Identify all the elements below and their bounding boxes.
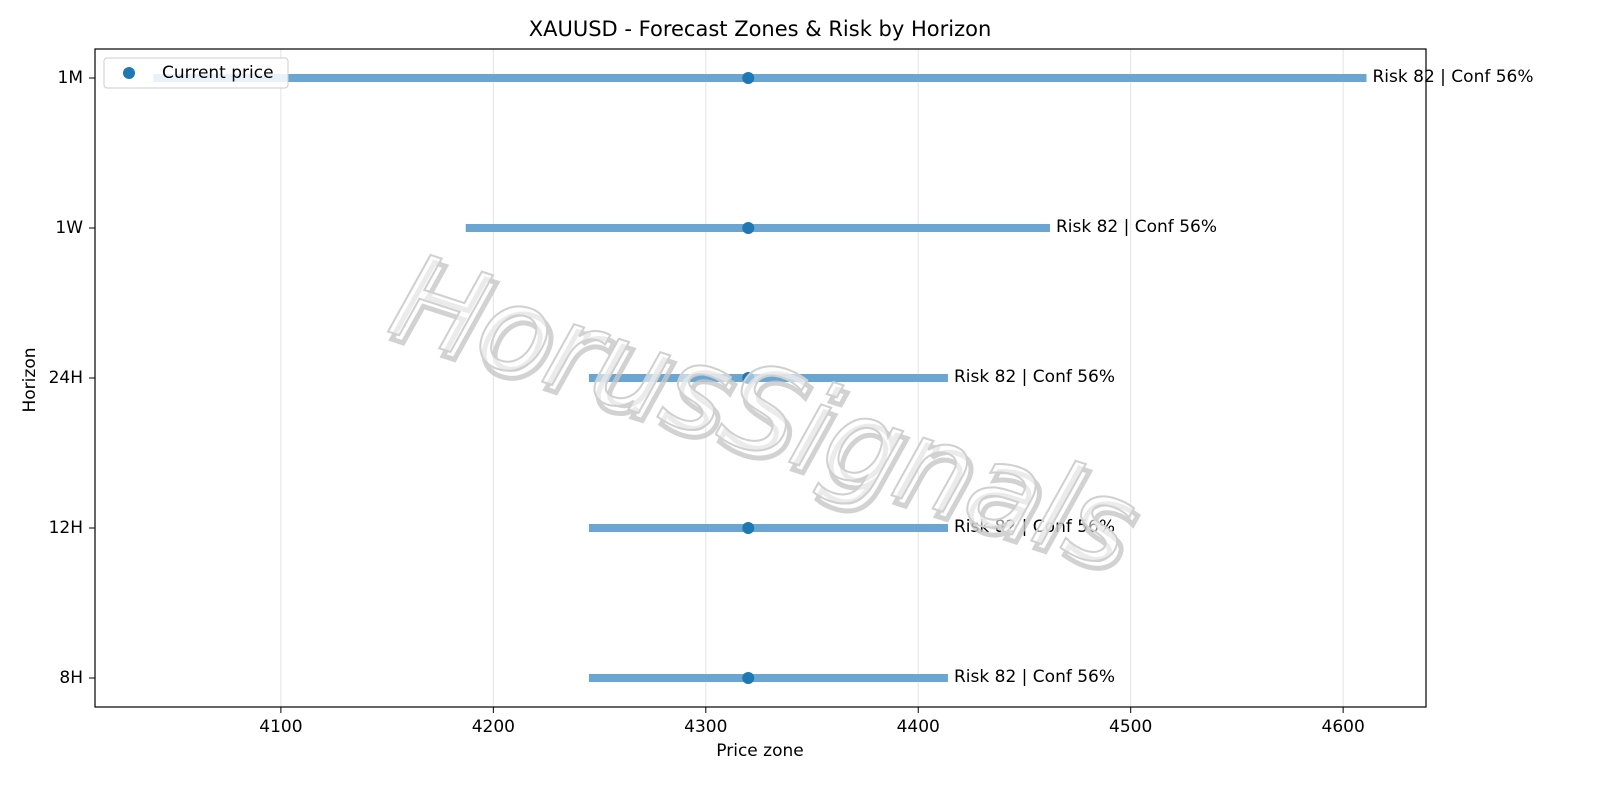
y-tick-label: 1M (58, 68, 83, 88)
annotation: Risk 82 | Conf 56% (1373, 67, 1534, 87)
y-tick-label: 12H (49, 518, 83, 538)
plot-frame (94, 48, 1427, 708)
y-tick-label: 1W (55, 218, 83, 238)
annotation: Risk 82 | Conf 56% (954, 367, 1115, 387)
annotation: Risk 82 | Conf 56% (954, 667, 1115, 687)
y-tick-label: 24H (49, 368, 83, 388)
x-tick-label: 4400 (897, 717, 940, 737)
current-price-dot (742, 522, 755, 534)
watermark-text: HorusSignals (376, 226, 1151, 595)
y-tick-label: 8H (59, 668, 83, 688)
legend-marker (123, 67, 135, 79)
x-tick-label: 4500 (1109, 717, 1152, 737)
current-price-dot (742, 672, 755, 684)
legend-box (103, 57, 289, 89)
current-price-dot (742, 222, 755, 234)
current-price-dot (742, 372, 755, 384)
y-axis-label: Horizon (20, 348, 40, 413)
current-price-dot (742, 72, 755, 84)
chart-title: XAUUSD - Forecast Zones & Risk by Horizo… (529, 17, 992, 41)
legend-label: Current price (162, 63, 274, 83)
x-axis-label: Price zone (716, 741, 803, 761)
x-tick-label: 4300 (684, 717, 727, 737)
annotation: Risk 82 | Conf 56% (1056, 217, 1217, 237)
x-tick-label: 4200 (472, 717, 515, 737)
annotation: Risk 82 | Conf 56% (954, 517, 1115, 537)
x-tick-label: 4600 (1322, 717, 1365, 737)
x-tick-label: 4100 (259, 717, 302, 737)
